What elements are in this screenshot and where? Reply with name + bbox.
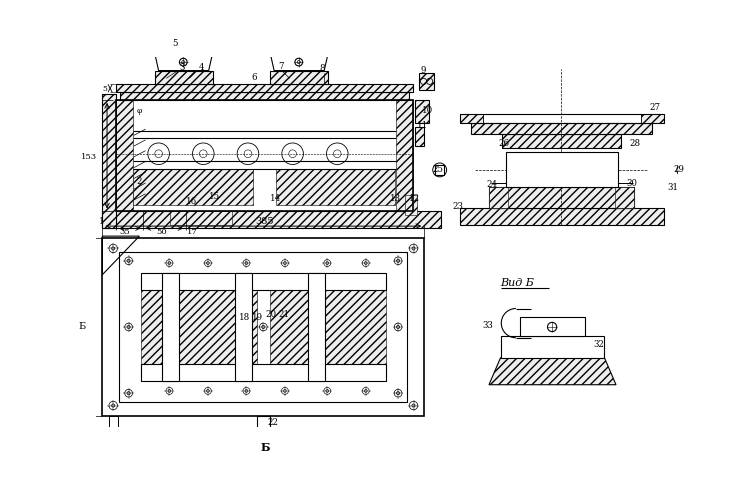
Bar <box>141 275 257 380</box>
Text: 30: 30 <box>627 179 638 188</box>
Bar <box>103 238 424 417</box>
Text: 6: 6 <box>251 72 257 82</box>
Bar <box>103 95 116 229</box>
Text: φ: φ <box>137 107 142 114</box>
Bar <box>116 101 133 212</box>
Bar <box>396 101 413 212</box>
Bar <box>641 114 664 124</box>
Bar <box>276 170 395 206</box>
Text: 22: 22 <box>267 417 278 426</box>
Text: 26: 26 <box>498 139 509 147</box>
Text: 153: 153 <box>81 153 97 161</box>
Bar <box>502 135 621 149</box>
Text: 18: 18 <box>239 312 250 321</box>
Text: 8: 8 <box>319 64 325 73</box>
Bar <box>257 417 270 430</box>
Bar <box>415 101 429 124</box>
Text: 20: 20 <box>266 309 277 318</box>
Bar <box>235 274 252 381</box>
Bar <box>116 85 413 93</box>
Text: Б: Б <box>260 441 270 452</box>
Text: 385: 385 <box>256 216 274 225</box>
Text: 11: 11 <box>417 121 428 130</box>
Bar <box>405 195 417 216</box>
Bar <box>141 364 386 381</box>
Text: 14: 14 <box>270 194 282 203</box>
Text: Б: Б <box>79 322 86 330</box>
Bar <box>506 153 618 188</box>
Bar <box>519 317 585 336</box>
Bar <box>419 74 434 91</box>
Text: 13: 13 <box>390 194 401 203</box>
Bar <box>141 274 386 290</box>
Polygon shape <box>155 55 213 72</box>
Bar <box>435 166 444 175</box>
Text: 32: 32 <box>593 339 604 348</box>
Bar <box>460 114 664 124</box>
Polygon shape <box>270 55 328 72</box>
Bar <box>489 188 508 209</box>
Bar <box>116 101 413 212</box>
Text: 1: 1 <box>99 216 104 225</box>
Bar <box>103 212 441 229</box>
Text: 50: 50 <box>156 228 167 236</box>
Bar <box>460 114 482 124</box>
Text: 21: 21 <box>279 309 290 318</box>
Text: 3: 3 <box>180 63 185 72</box>
Bar <box>162 274 179 381</box>
Polygon shape <box>489 358 616 385</box>
Bar <box>308 274 325 381</box>
Text: 16: 16 <box>186 197 197 206</box>
Bar <box>489 188 634 209</box>
Text: 12: 12 <box>409 194 420 203</box>
Text: 28: 28 <box>629 139 640 147</box>
Bar <box>119 252 408 403</box>
Bar <box>460 209 664 226</box>
Bar <box>170 212 232 226</box>
Text: 2: 2 <box>137 176 142 185</box>
Text: 15: 15 <box>208 192 220 201</box>
Text: 17: 17 <box>187 228 198 236</box>
Text: 29: 29 <box>673 165 684 174</box>
Text: 9: 9 <box>421 66 426 74</box>
Bar <box>680 166 689 175</box>
Bar <box>471 124 652 135</box>
Text: 4: 4 <box>199 63 204 72</box>
Text: 25: 25 <box>433 165 444 174</box>
Text: 23: 23 <box>452 202 463 211</box>
Bar <box>109 417 118 428</box>
Bar <box>120 93 409 101</box>
Bar <box>615 188 634 209</box>
Text: 19: 19 <box>252 312 263 321</box>
Bar <box>270 72 328 85</box>
Text: Вид Б: Вид Б <box>501 277 535 288</box>
Bar <box>501 336 605 358</box>
Text: 31: 31 <box>667 182 679 192</box>
Text: 24: 24 <box>487 180 498 189</box>
Text: 5: 5 <box>172 39 178 48</box>
Bar <box>133 170 253 206</box>
Text: 10: 10 <box>422 106 433 114</box>
Bar <box>415 128 424 147</box>
Text: 5: 5 <box>102 85 107 93</box>
Bar <box>270 275 386 380</box>
Text: 27: 27 <box>650 103 661 112</box>
Text: 35: 35 <box>119 228 130 236</box>
Text: 33: 33 <box>482 321 494 330</box>
Bar <box>155 72 213 85</box>
Text: 7: 7 <box>278 62 283 71</box>
